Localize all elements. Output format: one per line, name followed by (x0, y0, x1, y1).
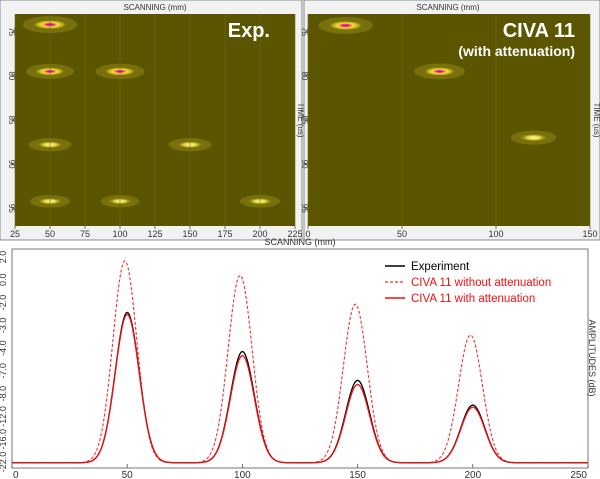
amplitude-y-tick-label: -16.0 (0, 429, 8, 450)
amplitude-panel: SCANNING (mm) 2.0 0.0 -2.0 -3.0 -4.0 -7.0 -8.0… (0, 237, 597, 479)
amplitude-x-tick-label: 150 (349, 470, 366, 479)
bscan-exp-x-tick-label: 175 (217, 229, 232, 239)
amplitude-series (12, 260, 588, 464)
amplitude-x-tick-label: 200 (464, 470, 481, 479)
amplitude-y-tick-label: -7.0 (0, 363, 8, 379)
bscan-exp-x-tick-label: 225 (287, 229, 302, 239)
bscan-exp-x-tick-label: 25 (10, 229, 20, 239)
amplitude-x-tick-label: 50 (122, 470, 134, 479)
bscan-civa-x-tick-label: 100 (488, 229, 503, 239)
amplitude-top-xlabel: SCANNING (mm) (265, 237, 336, 247)
bscan-exp-y-tick-label: 90 (7, 160, 16, 169)
bscan-civa-y-ticks: 75 80 85 90 95 (300, 27, 309, 213)
bscan-civa-ylabel: TIME (us) (592, 102, 600, 137)
amplitude-y-tick-label: 0.0 (0, 274, 8, 287)
bscan-civa-x-ticks: 0 50 100 150 (305, 14, 598, 239)
amplitude-x-tick-label: 0 (13, 470, 19, 479)
amplitude-y-tick-label: -22.0 (0, 452, 8, 473)
bscan-civa-y-tick-label: 95 (300, 204, 309, 213)
amplitude-y-tick-label: -8.0 (0, 386, 8, 402)
bscan-civa-title: CIVA 11 (503, 20, 575, 42)
bscan-exp-y-tick-label: 75 (7, 27, 16, 36)
amplitude-ylabel: AMPLITUDES (dB) (587, 319, 597, 396)
amplitude-y-tick-label: -2.0 (0, 295, 8, 311)
legend: Experiment CIVA 11 without attenuation C… (385, 261, 551, 305)
bscan-exp-x-tick-label: 200 (252, 229, 267, 239)
bscan-civa-y-tick-label: 80 (300, 71, 309, 80)
bscan-exp-y-ticks: 75 80 85 90 95 (7, 27, 16, 213)
legend-label-experiment: Experiment (411, 261, 470, 273)
legend-label-with-attenuation: CIVA 11 with attenuation (411, 293, 535, 305)
bscan-civa-echo (423, 67, 456, 76)
bscan-civa-y-tick-label: 75 (300, 27, 309, 36)
amplitude-y-tick-label: -4.0 (0, 340, 8, 356)
bscan-exp-x-tick-label: 125 (147, 229, 162, 239)
amplitude-y-tick-label: -12.0 (0, 406, 8, 427)
bscan-exp-x-ticks: 25 50 75 100 125 150 175 200 225 (10, 14, 303, 239)
bscan-exp-x-tick-label: 150 (182, 229, 197, 239)
bscan-civa-echo (519, 133, 548, 142)
amplitude-y-tick-label: 2.0 (0, 251, 8, 264)
bscan-exp-y-tick-label: 95 (7, 204, 16, 213)
bscan-civa-echoes (318, 17, 557, 145)
bscan-exp-panel: SCANNING (mm) 75 80 85 90 95 25 50 75 100 125 150… (0, 0, 305, 241)
bscan-exp-ylabel: TIME (us) (296, 102, 305, 137)
amplitude-x-tick-label: 250 (570, 470, 587, 479)
amplitude-y-ticks: 2.0 0.0 -2.0 -3.0 -4.0 -7.0 -8.0 -12.0 -16.0 -22.… (0, 251, 8, 473)
bscan-civa-x-tick-label: 50 (397, 229, 407, 239)
bscan-civa-x-tick-label: 150 (582, 229, 597, 239)
series-civa-11-with-attenuation (12, 313, 588, 464)
bscan-civa-x-tick-label: 0 (305, 229, 310, 239)
amplitude-plot-area (11, 248, 589, 469)
amplitude-y-tick-label: -3.0 (0, 318, 8, 334)
bscan-civa-echo (328, 20, 363, 31)
bscan-exp-y-tick-label: 80 (7, 71, 16, 80)
bscan-exp-x-tick-label: 50 (45, 229, 55, 239)
legend-label-no-attenuation: CIVA 11 without attenuation (411, 277, 551, 289)
bscan-civa-panel: SCANNING (mm) 75 80 85 90 95 0 50 100 150 CIVA … (300, 0, 600, 241)
bscan-exp-top-xlabel: SCANNING (mm) (123, 3, 186, 12)
bscan-civa-y-tick-label: 90 (300, 160, 309, 169)
bscan-exp-title: Exp. (228, 20, 270, 42)
amplitude-x-ticks: 0 50 100 150 200 250 (11, 464, 589, 479)
bscan-civa-subtitle: (with attenuation) (458, 43, 575, 59)
amplitude-x-tick-label: 100 (234, 470, 251, 479)
bscan-civa-top-xlabel: SCANNING (mm) (416, 3, 479, 12)
bscan-exp-x-tick-label: 100 (112, 229, 127, 239)
bscan-civa-plot-area (308, 14, 590, 226)
bscan-civa-y-tick-label: 85 (300, 116, 309, 125)
bscan-exp-y-tick-label: 85 (7, 116, 16, 125)
bscan-exp-x-tick-label: 75 (80, 229, 90, 239)
